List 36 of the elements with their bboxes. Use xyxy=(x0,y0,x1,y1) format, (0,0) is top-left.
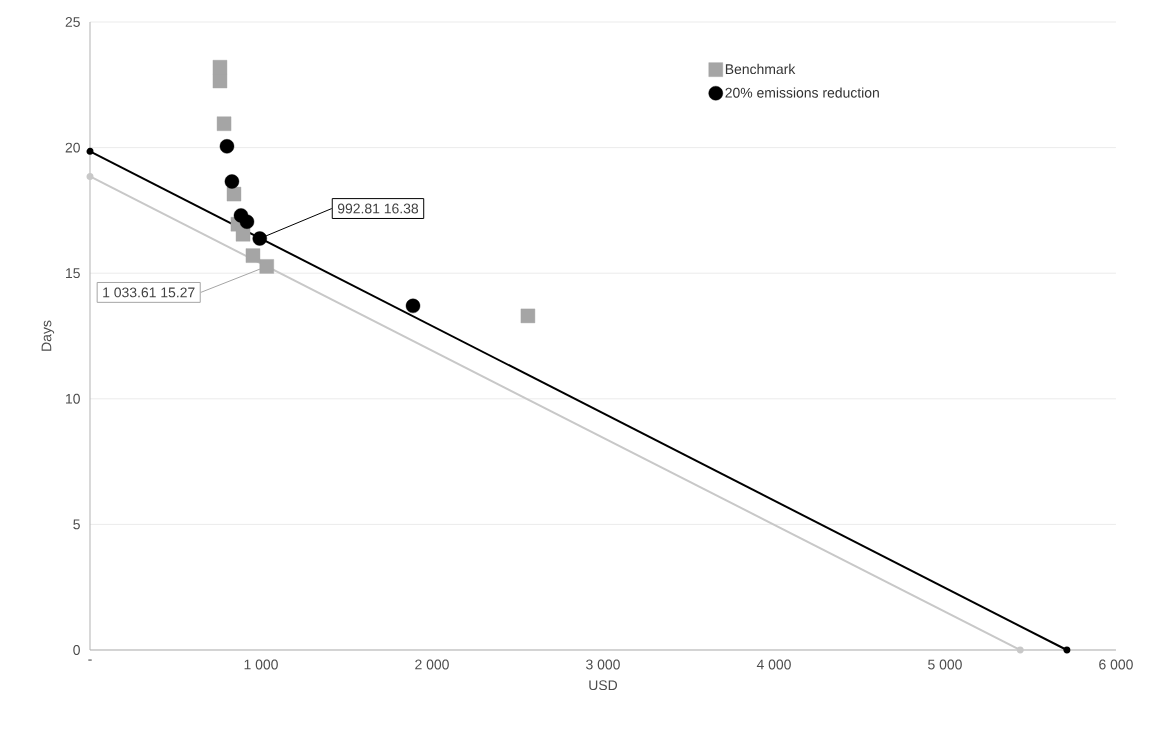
x-tick-label: 1 000 xyxy=(244,659,278,670)
x-tick-label: 4 000 xyxy=(756,659,791,670)
x-tick-label: 5 000 xyxy=(928,659,962,670)
point xyxy=(1063,646,1071,654)
legend-label: Benchmark xyxy=(725,63,796,75)
point xyxy=(1016,646,1024,654)
point xyxy=(86,147,94,155)
x-tick-label: - xyxy=(88,659,92,661)
x-tick-label: 6 000 xyxy=(1099,659,1133,670)
point xyxy=(224,174,240,189)
x-axis-title: USD xyxy=(589,680,618,691)
legend-label: 20% emissions reduction xyxy=(725,87,879,98)
point xyxy=(216,116,232,131)
y-tick-label: 20 xyxy=(65,142,80,153)
point xyxy=(86,172,94,180)
y-tick-label: 15 xyxy=(66,268,80,279)
point xyxy=(235,227,251,242)
point xyxy=(245,248,261,263)
point xyxy=(219,139,235,154)
point xyxy=(259,259,274,274)
y-tick-label: 10 xyxy=(66,393,80,404)
y-axis-title: Days xyxy=(41,320,55,351)
point xyxy=(212,60,228,75)
point xyxy=(226,186,242,202)
annotation: 1 033.61 15.27 xyxy=(103,287,195,298)
point xyxy=(212,73,228,89)
annotation: 992.81 16.38 xyxy=(337,203,419,214)
point xyxy=(405,298,421,314)
point xyxy=(239,214,255,229)
x-tick-label: 2 000 xyxy=(415,659,449,670)
y-tick-label: 0 xyxy=(73,645,80,655)
point xyxy=(520,308,536,324)
x-tick-label: 3 000 xyxy=(586,659,620,670)
y-tick-label: 25 xyxy=(65,17,80,27)
point xyxy=(252,231,267,246)
y-tick-label: 5 xyxy=(73,519,80,530)
